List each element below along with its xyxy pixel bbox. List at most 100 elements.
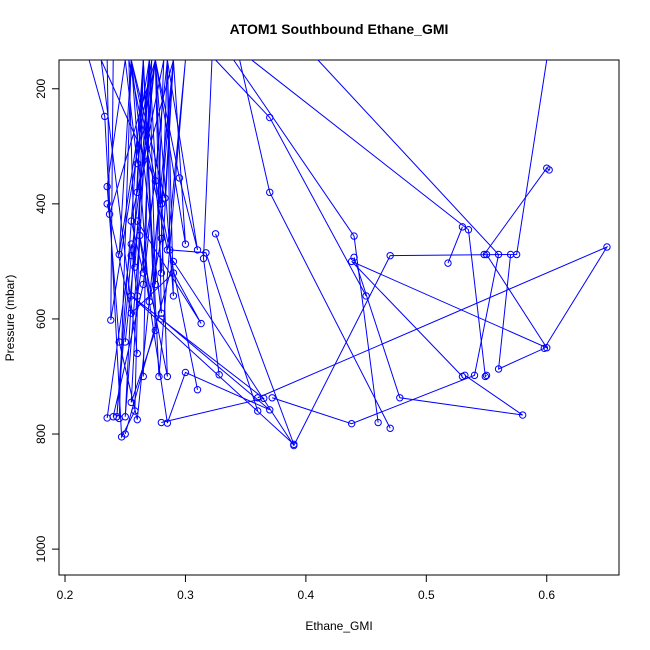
data-point [603, 243, 611, 251]
x-tick-label: 0.5 [418, 588, 435, 602]
data-point [266, 188, 274, 197]
data-point [133, 349, 141, 358]
data-point [175, 174, 184, 182]
y-axis-label: Pressure (mbar) [3, 275, 17, 362]
data-point [543, 164, 551, 172]
data-point [464, 226, 473, 234]
y-axis: 200 400 600 800 1000 [34, 78, 59, 562]
series-line-15 [483, 167, 550, 255]
series-line-8 [233, 59, 379, 423]
data-point [512, 250, 521, 259]
data-point [133, 415, 141, 424]
data-point [458, 372, 467, 381]
data-point [350, 253, 358, 262]
data-point [103, 182, 111, 191]
data-point [157, 315, 166, 323]
series-line-7 [239, 59, 391, 429]
data-point [470, 371, 479, 380]
data-point [254, 394, 262, 402]
data-point [444, 259, 452, 267]
data-point [268, 394, 276, 402]
data-point [105, 210, 114, 218]
series-line-18 [100, 59, 156, 418]
data-point [127, 309, 135, 317]
x-tick-label: 0.6 [538, 588, 555, 602]
x-tick-label: 0.2 [57, 588, 74, 602]
data-point [113, 413, 121, 421]
x-axis-label: Ethane_GMI [305, 619, 372, 633]
data-point [482, 371, 491, 380]
data-point [458, 223, 467, 231]
series-line-0 [88, 59, 198, 439]
data-point [157, 200, 166, 208]
x-tick-label: 0.4 [298, 588, 315, 602]
data-point [157, 418, 166, 427]
data-point [133, 217, 141, 225]
data-point [494, 365, 503, 373]
data-point [374, 418, 382, 427]
data-point [518, 411, 527, 419]
data-point [197, 319, 205, 328]
data-point [215, 371, 223, 379]
series-line-13 [351, 254, 549, 377]
series-layer [88, 59, 611, 450]
data-point [139, 372, 148, 381]
data-point [545, 166, 553, 174]
series-line-12 [272, 59, 500, 425]
data-point [139, 269, 148, 277]
series-line-11 [251, 59, 487, 378]
data-point [133, 159, 141, 168]
x-tick-label: 0.3 [177, 588, 194, 602]
series-line-19 [124, 59, 548, 447]
data-point [121, 430, 129, 438]
series-line-16 [447, 226, 463, 264]
data-point [103, 414, 111, 422]
data-point [157, 269, 166, 277]
data-point [386, 251, 394, 260]
series-line-3 [166, 59, 259, 412]
data-point [181, 368, 190, 377]
data-point [181, 240, 190, 248]
series-line-9 [215, 59, 367, 297]
data-point [347, 419, 356, 428]
series-line-10 [353, 257, 523, 416]
series-line-1 [110, 59, 186, 377]
x-axis: 0.2 0.3 0.4 0.5 0.6 [57, 575, 555, 602]
data-point [169, 292, 178, 300]
y-tick-label: 800 [34, 424, 48, 444]
data-point [151, 280, 160, 289]
data-point [127, 240, 135, 248]
data-point [115, 414, 123, 423]
data-point [540, 344, 549, 352]
data-point [350, 232, 358, 240]
data-point [396, 394, 404, 402]
data-point [157, 234, 166, 243]
series-line-14 [257, 245, 609, 399]
data-point [169, 257, 178, 266]
data-point [386, 424, 394, 432]
data-point [133, 292, 141, 300]
y-tick-label: 1000 [34, 535, 48, 562]
data-point [157, 309, 166, 317]
data-point [155, 372, 163, 381]
data-point [266, 113, 274, 122]
plot-area-frame [58, 59, 620, 576]
data-point [481, 372, 490, 381]
data-point [151, 177, 160, 185]
data-point [347, 257, 356, 266]
data-point [254, 407, 262, 415]
data-point [133, 188, 141, 197]
y-tick-label: 600 [34, 309, 48, 329]
chart-title: ATOM1 Southbound Ethane_GMI [230, 21, 449, 37]
data-point [193, 246, 202, 254]
data-point [266, 406, 274, 414]
series-line-2 [106, 59, 186, 377]
data-point [290, 441, 298, 450]
data-point [103, 200, 111, 208]
series-line-4 [203, 59, 220, 375]
y-tick-label: 400 [34, 194, 48, 214]
series-line-6 [130, 233, 295, 445]
data-point [163, 372, 172, 381]
data-point [199, 254, 208, 263]
